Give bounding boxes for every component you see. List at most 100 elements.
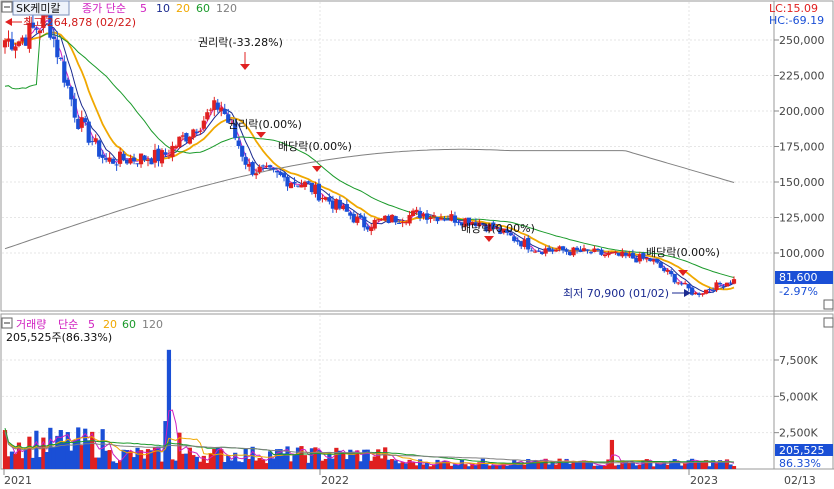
- volume-bar: [393, 460, 398, 469]
- price-y-tick-label: 200,000: [779, 105, 825, 118]
- candle-body: [111, 158, 116, 164]
- candle-body: [487, 224, 492, 231]
- candle-body: [208, 109, 213, 111]
- volume-bar: [159, 461, 165, 469]
- volume-bar: [714, 463, 719, 469]
- volume-bar: [205, 462, 210, 469]
- volume-bars[interactable]: [2, 349, 737, 469]
- volume-bar: [86, 440, 91, 469]
- candle-body: [404, 222, 409, 224]
- volume-bar: [16, 442, 22, 469]
- candle-body: [215, 102, 220, 110]
- volume-bar: [613, 465, 618, 469]
- volume-bar: [184, 453, 189, 469]
- volume-bar: [379, 458, 384, 469]
- pane-resize-icon[interactable]: [823, 299, 834, 310]
- candlesticks[interactable]: [2, 9, 737, 298]
- candle-body: [536, 250, 541, 252]
- candle-body: [316, 183, 322, 201]
- volume-bar: [198, 461, 203, 469]
- price-y-tick-label: 250,000: [779, 34, 825, 47]
- candle-body: [512, 236, 517, 242]
- candle-body: [557, 246, 562, 249]
- volume-bar: [397, 463, 402, 469]
- volume-bar: [644, 459, 649, 469]
- candle-body: [173, 146, 179, 149]
- down-arrow-icon: [678, 270, 688, 276]
- volume-bar: [118, 460, 123, 469]
- candle-body: [138, 153, 144, 165]
- volume-bar: [421, 464, 426, 469]
- candle-body: [247, 163, 252, 167]
- candle-body: [9, 39, 15, 50]
- volume-bar: [236, 461, 241, 469]
- candle-body: [187, 136, 192, 144]
- candle-body: [34, 28, 39, 30]
- volume-bar: [634, 465, 639, 469]
- volume-bar: [309, 448, 315, 469]
- candle-body: [498, 228, 503, 234]
- candle-body: [362, 216, 367, 228]
- volume-bar: [630, 462, 635, 469]
- volume-bar: [348, 449, 353, 469]
- candle-body: [20, 37, 25, 42]
- candle-body: [697, 293, 702, 296]
- volume-bar: [470, 463, 475, 469]
- candle-body: [180, 135, 185, 137]
- candle-body: [428, 217, 433, 220]
- candle-body: [508, 233, 513, 236]
- volume-bar: [152, 447, 158, 469]
- volume-bar: [358, 461, 363, 469]
- volume-bar: [585, 462, 590, 469]
- candle-body: [55, 39, 60, 58]
- volume-bar: [672, 459, 677, 469]
- volume-bar: [491, 465, 496, 469]
- volume-bar: [522, 464, 527, 469]
- annotation-dividend-3: 배당락(0.00%): [646, 246, 720, 259]
- price-y-tick-label: 125,000: [779, 212, 825, 225]
- candle-body: [683, 283, 688, 285]
- candle-body: [320, 197, 325, 200]
- candle-body: [473, 222, 478, 227]
- candle-body: [341, 205, 346, 210]
- candle-body: [449, 214, 454, 221]
- volume-bar: [435, 459, 440, 469]
- volume-bar: [201, 455, 206, 469]
- candle-body: [104, 158, 109, 160]
- vol-ma20-label: 20: [103, 318, 117, 331]
- candle-body: [44, 15, 49, 17]
- candle-body: [477, 222, 482, 227]
- candle-body: [400, 222, 405, 224]
- volume-bar: [662, 461, 667, 469]
- candle-body: [145, 160, 151, 162]
- volume-bar: [100, 429, 105, 469]
- candle-body: [655, 258, 660, 263]
- candle-body: [637, 254, 642, 262]
- volume-bar: [676, 462, 681, 469]
- pane-resize-icon[interactable]: [823, 317, 834, 328]
- volume-bar: [76, 427, 81, 469]
- candle-body: [13, 46, 18, 51]
- volume-bar: [512, 459, 517, 469]
- volume-bar: [9, 451, 15, 469]
- volume-bar: [23, 447, 29, 469]
- volume-bar: [313, 447, 318, 469]
- candle-body: [627, 254, 632, 257]
- volume-bar: [173, 460, 179, 469]
- volume-bar: [295, 447, 301, 469]
- volume-y-tick-label: 7,500K: [779, 354, 818, 367]
- volume-bar: [459, 459, 465, 469]
- price-gridlines: [2, 2, 774, 310]
- volume-bar: [463, 464, 468, 469]
- candle-body: [159, 150, 165, 164]
- candle-body: [358, 215, 363, 218]
- annotation-rights-2: 권리락(0.00%): [228, 118, 302, 131]
- volume-ma5-line: [4, 409, 735, 467]
- stock-name-box[interactable]: [12, 0, 70, 16]
- candle-body: [58, 57, 63, 59]
- volume-bar: [658, 463, 663, 469]
- candle-body: [540, 251, 545, 255]
- candle-body: [16, 41, 22, 46]
- volume-bar: [124, 450, 130, 469]
